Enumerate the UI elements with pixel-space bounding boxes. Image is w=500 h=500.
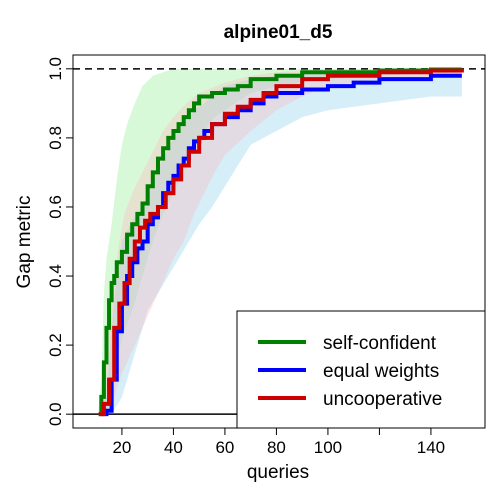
legend-label-uncooperative: uncooperative xyxy=(323,389,442,410)
x-tick-label: 140 xyxy=(417,438,445,457)
x-tick-label: 80 xyxy=(267,438,286,457)
chart-title: alpine01_d5 xyxy=(224,22,333,43)
y-tick-label: 0.4 xyxy=(46,264,65,288)
equal-weights-band xyxy=(101,72,462,415)
y-axis-label: Gap metric xyxy=(14,196,35,289)
self-confident-line xyxy=(98,67,464,417)
y-axis: 0.0 0.2 0.4 0.6 0.8 1.0 xyxy=(46,57,73,426)
y-tick-label: 0.2 xyxy=(46,333,65,357)
y-tick-label: 1.0 xyxy=(46,57,65,81)
uncooperative-line xyxy=(98,68,464,417)
series-lines xyxy=(98,67,464,417)
x-axis: 20 40 60 80 100 140 xyxy=(112,428,445,457)
legend-label-equal-weights: equal weights xyxy=(323,361,439,382)
y-tick-label: 0.6 xyxy=(46,195,65,219)
x-tick-label: 40 xyxy=(164,438,183,457)
x-tick-label: 100 xyxy=(314,438,342,457)
y-tick-label: 0.8 xyxy=(46,126,65,150)
legend: self-confident equal weights uncooperative xyxy=(236,310,486,429)
x-tick-label: 20 xyxy=(112,438,131,457)
x-axis-label: queries xyxy=(247,462,309,483)
x-tick-label: 60 xyxy=(215,438,234,457)
legend-label-self-confident: self-confident xyxy=(323,333,437,354)
y-tick-label: 0.0 xyxy=(46,402,65,426)
